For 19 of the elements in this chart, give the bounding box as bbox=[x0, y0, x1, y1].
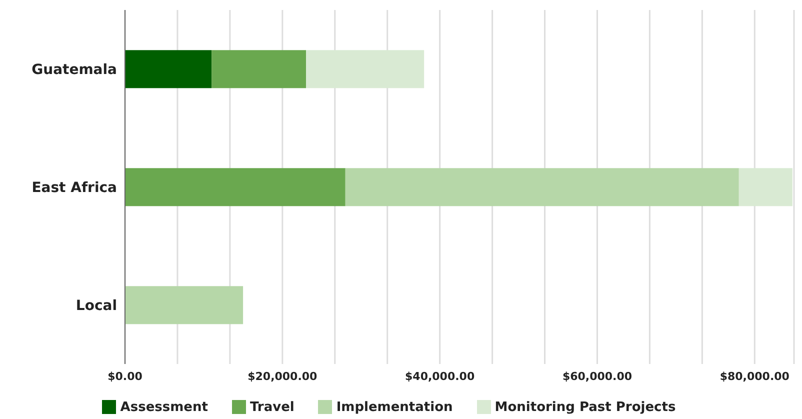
x-tick-label: $20,000.00 bbox=[248, 370, 318, 383]
y-tick-label: Guatemala bbox=[32, 62, 117, 78]
legend-label: Assessment bbox=[120, 400, 208, 415]
legend-label: Implementation bbox=[336, 400, 453, 415]
legend-label: Monitoring Past Projects bbox=[494, 400, 676, 415]
x-tick-label: $40,000.00 bbox=[405, 370, 475, 383]
x-tick-label: $60,000.00 bbox=[562, 370, 632, 383]
bar bbox=[306, 50, 424, 88]
bar bbox=[125, 50, 212, 88]
bar bbox=[125, 286, 244, 324]
bar bbox=[125, 168, 346, 206]
x-tick-label: $80,000.00 bbox=[720, 370, 790, 383]
y-tick-label: Local bbox=[76, 298, 117, 314]
legend-label: Travel bbox=[250, 400, 294, 415]
y-tick-label: East Africa bbox=[32, 180, 117, 196]
bar bbox=[738, 168, 792, 206]
x-tick-label: $0.00 bbox=[108, 370, 143, 383]
bar bbox=[212, 50, 306, 88]
bar bbox=[345, 168, 739, 206]
